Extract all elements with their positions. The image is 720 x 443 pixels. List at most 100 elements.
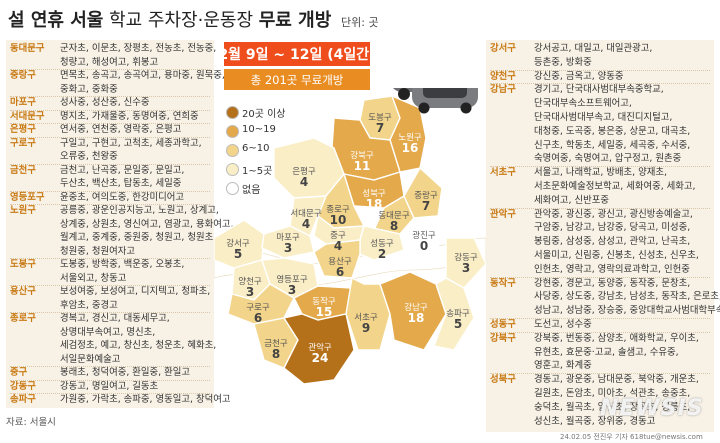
school-names: 오류중, 천왕중 [60, 151, 118, 162]
district-shape [389, 94, 427, 173]
district-label: 종로구 [326, 205, 350, 215]
car-illustration [393, 88, 478, 114]
district-label: 광진구 [412, 230, 436, 241]
list-separator [10, 258, 210, 259]
district-count: 24 [312, 351, 329, 365]
district-name: 중구 [10, 367, 28, 378]
school-names: 영훈고, 화계중 [534, 360, 592, 372]
school-names: 청량고, 해성여고, 휘봉고 [60, 56, 159, 68]
district-count: 7 [422, 199, 430, 213]
legend-swatch [226, 144, 239, 157]
district-count: 9 [362, 321, 370, 335]
legend-swatch [226, 106, 239, 119]
school-names: 봉래초, 청덕여중, 환일중, 환일고 [60, 367, 191, 378]
school-names: 두산초, 백산초, 탑동초, 세일중 [60, 178, 182, 189]
legend-swatch [226, 125, 239, 138]
school-names: 상명대부속여고, 명신초, [60, 326, 156, 338]
list-separator [10, 69, 210, 70]
headline-part1: 설 연휴 서울 [8, 10, 104, 31]
list-separator [490, 166, 710, 168]
legend-label: 20곳 이상 [242, 109, 286, 120]
school-names: 성신초, 월곡중, 장위중, 경동고 [534, 415, 656, 427]
district-label: 동대문구 [378, 211, 409, 221]
total-badge: 총 201곳 무료개방 [224, 69, 370, 90]
district-name: 관악구 [490, 208, 516, 220]
district-name: 양천구 [490, 70, 516, 82]
list-separator [10, 123, 210, 124]
list-separator [10, 366, 210, 367]
district-label: 도봉구 [368, 113, 392, 123]
district-count: 3 [246, 285, 254, 299]
school-names: 강북중, 번동중, 삼양초, 애화학교, 우이초, [534, 332, 699, 344]
district-count: 3 [284, 241, 292, 255]
district-label: 중구 [330, 231, 346, 241]
district-count: 18 [366, 197, 383, 211]
district-count: 2 [378, 247, 386, 261]
school-names: 면목초, 송곡고, 송곡여고, 용마중, 원묵중, [60, 70, 225, 81]
district-label: 노원구 [398, 133, 422, 143]
district-name: 강남구 [490, 84, 516, 96]
district-label: 성동구 [370, 239, 394, 249]
district-name: 종로구 [10, 313, 36, 324]
school-names: 숙명여중, 숙명여고, 압구정고, 원촌중 [534, 153, 682, 165]
school-names: 경복고, 경신고, 대동세무고, [60, 313, 170, 324]
district-name: 송파구 [10, 394, 36, 405]
school-names: 강동고, 명일여고, 길동초 [60, 380, 159, 392]
district-label: 강남구 [404, 302, 428, 313]
district-count: 18 [408, 311, 425, 325]
school-names: 서초문화예술정보학교, 세화여중, 세화고, [534, 181, 696, 192]
school-names: 성남고, 성남중, 장승중, 중앙대학교사범대학부속중 [534, 305, 720, 317]
district-count: 11 [354, 159, 371, 173]
district-count: 4 [334, 239, 342, 253]
school-names: 경동고, 광운중, 남대문중, 북악중, 개운초, [534, 374, 699, 386]
district-label: 금천구 [264, 338, 288, 349]
district-count: 5 [234, 247, 242, 261]
district-count: 15 [316, 305, 333, 319]
headline-part3: 무료 개방 [258, 10, 332, 31]
district-count: 8 [272, 347, 280, 361]
list-separator [490, 373, 710, 375]
school-names: 가원중, 가락초, 송파중, 영동일고, 창덕여고 [60, 394, 231, 405]
school-names: 성사중, 성산중, 신수중 [60, 97, 150, 108]
newsis-watermark: NEWSIS [600, 396, 704, 421]
list-separator [490, 207, 710, 209]
school-names: 신구초, 학동초, 세일중, 세곡중, 수서중, [534, 139, 691, 151]
district-name: 성동구 [490, 319, 516, 330]
list-separator [490, 69, 710, 71]
district-label: 서대문구 [290, 209, 321, 219]
district-shape [282, 313, 355, 385]
school-names: 청원중, 청원여자고 [60, 245, 135, 257]
district-shape [289, 195, 328, 237]
school-names: 서울고, 나래학교, 방배초, 양재초, [534, 167, 667, 179]
district-name: 동작구 [490, 277, 516, 289]
district-label: 강동구 [454, 252, 478, 263]
list-separator [10, 163, 210, 165]
district-name: 구로구 [10, 137, 36, 149]
district-name: 용산구 [10, 286, 36, 297]
district-name: 동대문구 [10, 43, 45, 54]
district-name: 중랑구 [10, 70, 36, 81]
school-names: 대청중, 도곡중, 봉은중, 상문고, 대곡초, [534, 125, 691, 137]
list-separator [490, 331, 710, 333]
school-names: 세화여고, 신반포중 [534, 194, 609, 206]
school-names: 서울미고, 신림중, 신봉초, 신성초, 신우초, [534, 250, 699, 261]
source-note: 자료: 서울시 [6, 417, 56, 428]
district-name: 서초구 [490, 167, 516, 179]
school-names: 도봉중, 방학중, 백운중, 오봉초, [60, 259, 185, 270]
district-label: 용산구 [328, 256, 352, 267]
district-count: 3 [288, 283, 296, 297]
district-name: 강북구 [490, 332, 516, 344]
school-names: 공릉중, 광운인공지능고, 노원고, 상계고, [60, 205, 219, 216]
headline-part2: 학교 주차장·운동장 [109, 10, 254, 31]
school-names: 도선고, 성수중 [534, 319, 592, 330]
district-name: 강서구 [490, 43, 516, 54]
district-shape [433, 277, 475, 351]
list-separator [10, 190, 210, 192]
school-names: 구일고, 구현고, 고척초, 세종과학고, [60, 137, 202, 149]
school-names: 강신중, 금옥고, 양동중 [534, 70, 624, 82]
right-school-list: 강서구 강서공고, 대일고, 대일관광고, 등촌중, 방화중 양천구 강신중, 금옥고,… [486, 40, 720, 432]
school-names: 숭덕초, 월곡초, 일신초, 장곡초, 정릉초, [534, 401, 691, 413]
school-names: 군자초, 이문초, 장평초, 전농초, 전농중, [60, 43, 217, 54]
school-names: 명지초, 가재울중, 동명여중, 연희중 [60, 110, 199, 122]
legend-label: 10~19 [242, 124, 276, 135]
